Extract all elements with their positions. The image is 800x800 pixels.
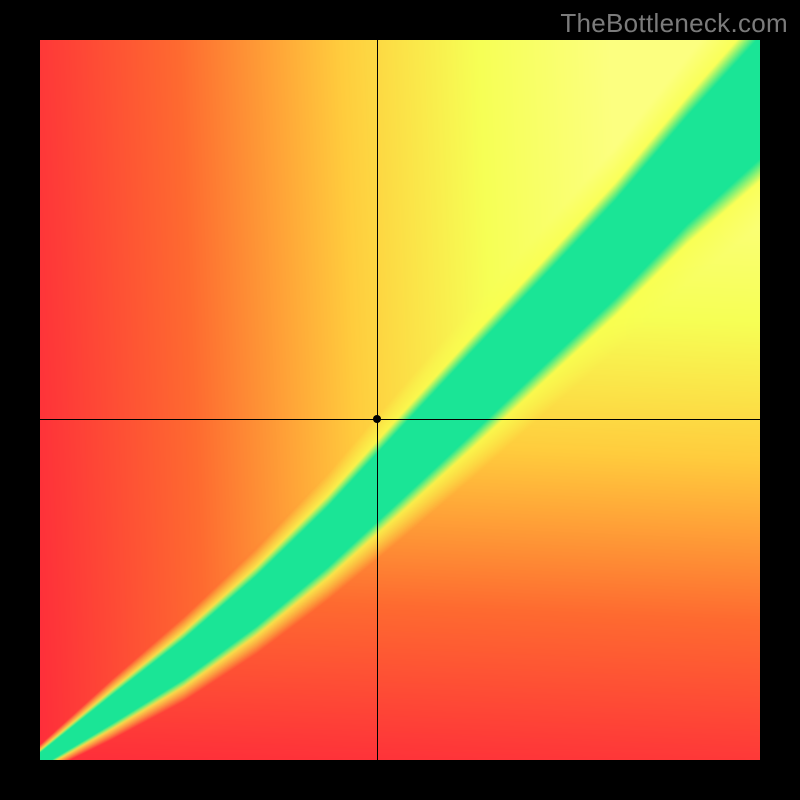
- measurement-point: [373, 415, 381, 423]
- crosshair-vertical: [377, 40, 378, 760]
- crosshair-horizontal: [40, 419, 760, 420]
- heatmap-canvas: [40, 40, 760, 760]
- watermark-text: TheBottleneck.com: [560, 8, 788, 39]
- bottleneck-heatmap: [40, 40, 760, 760]
